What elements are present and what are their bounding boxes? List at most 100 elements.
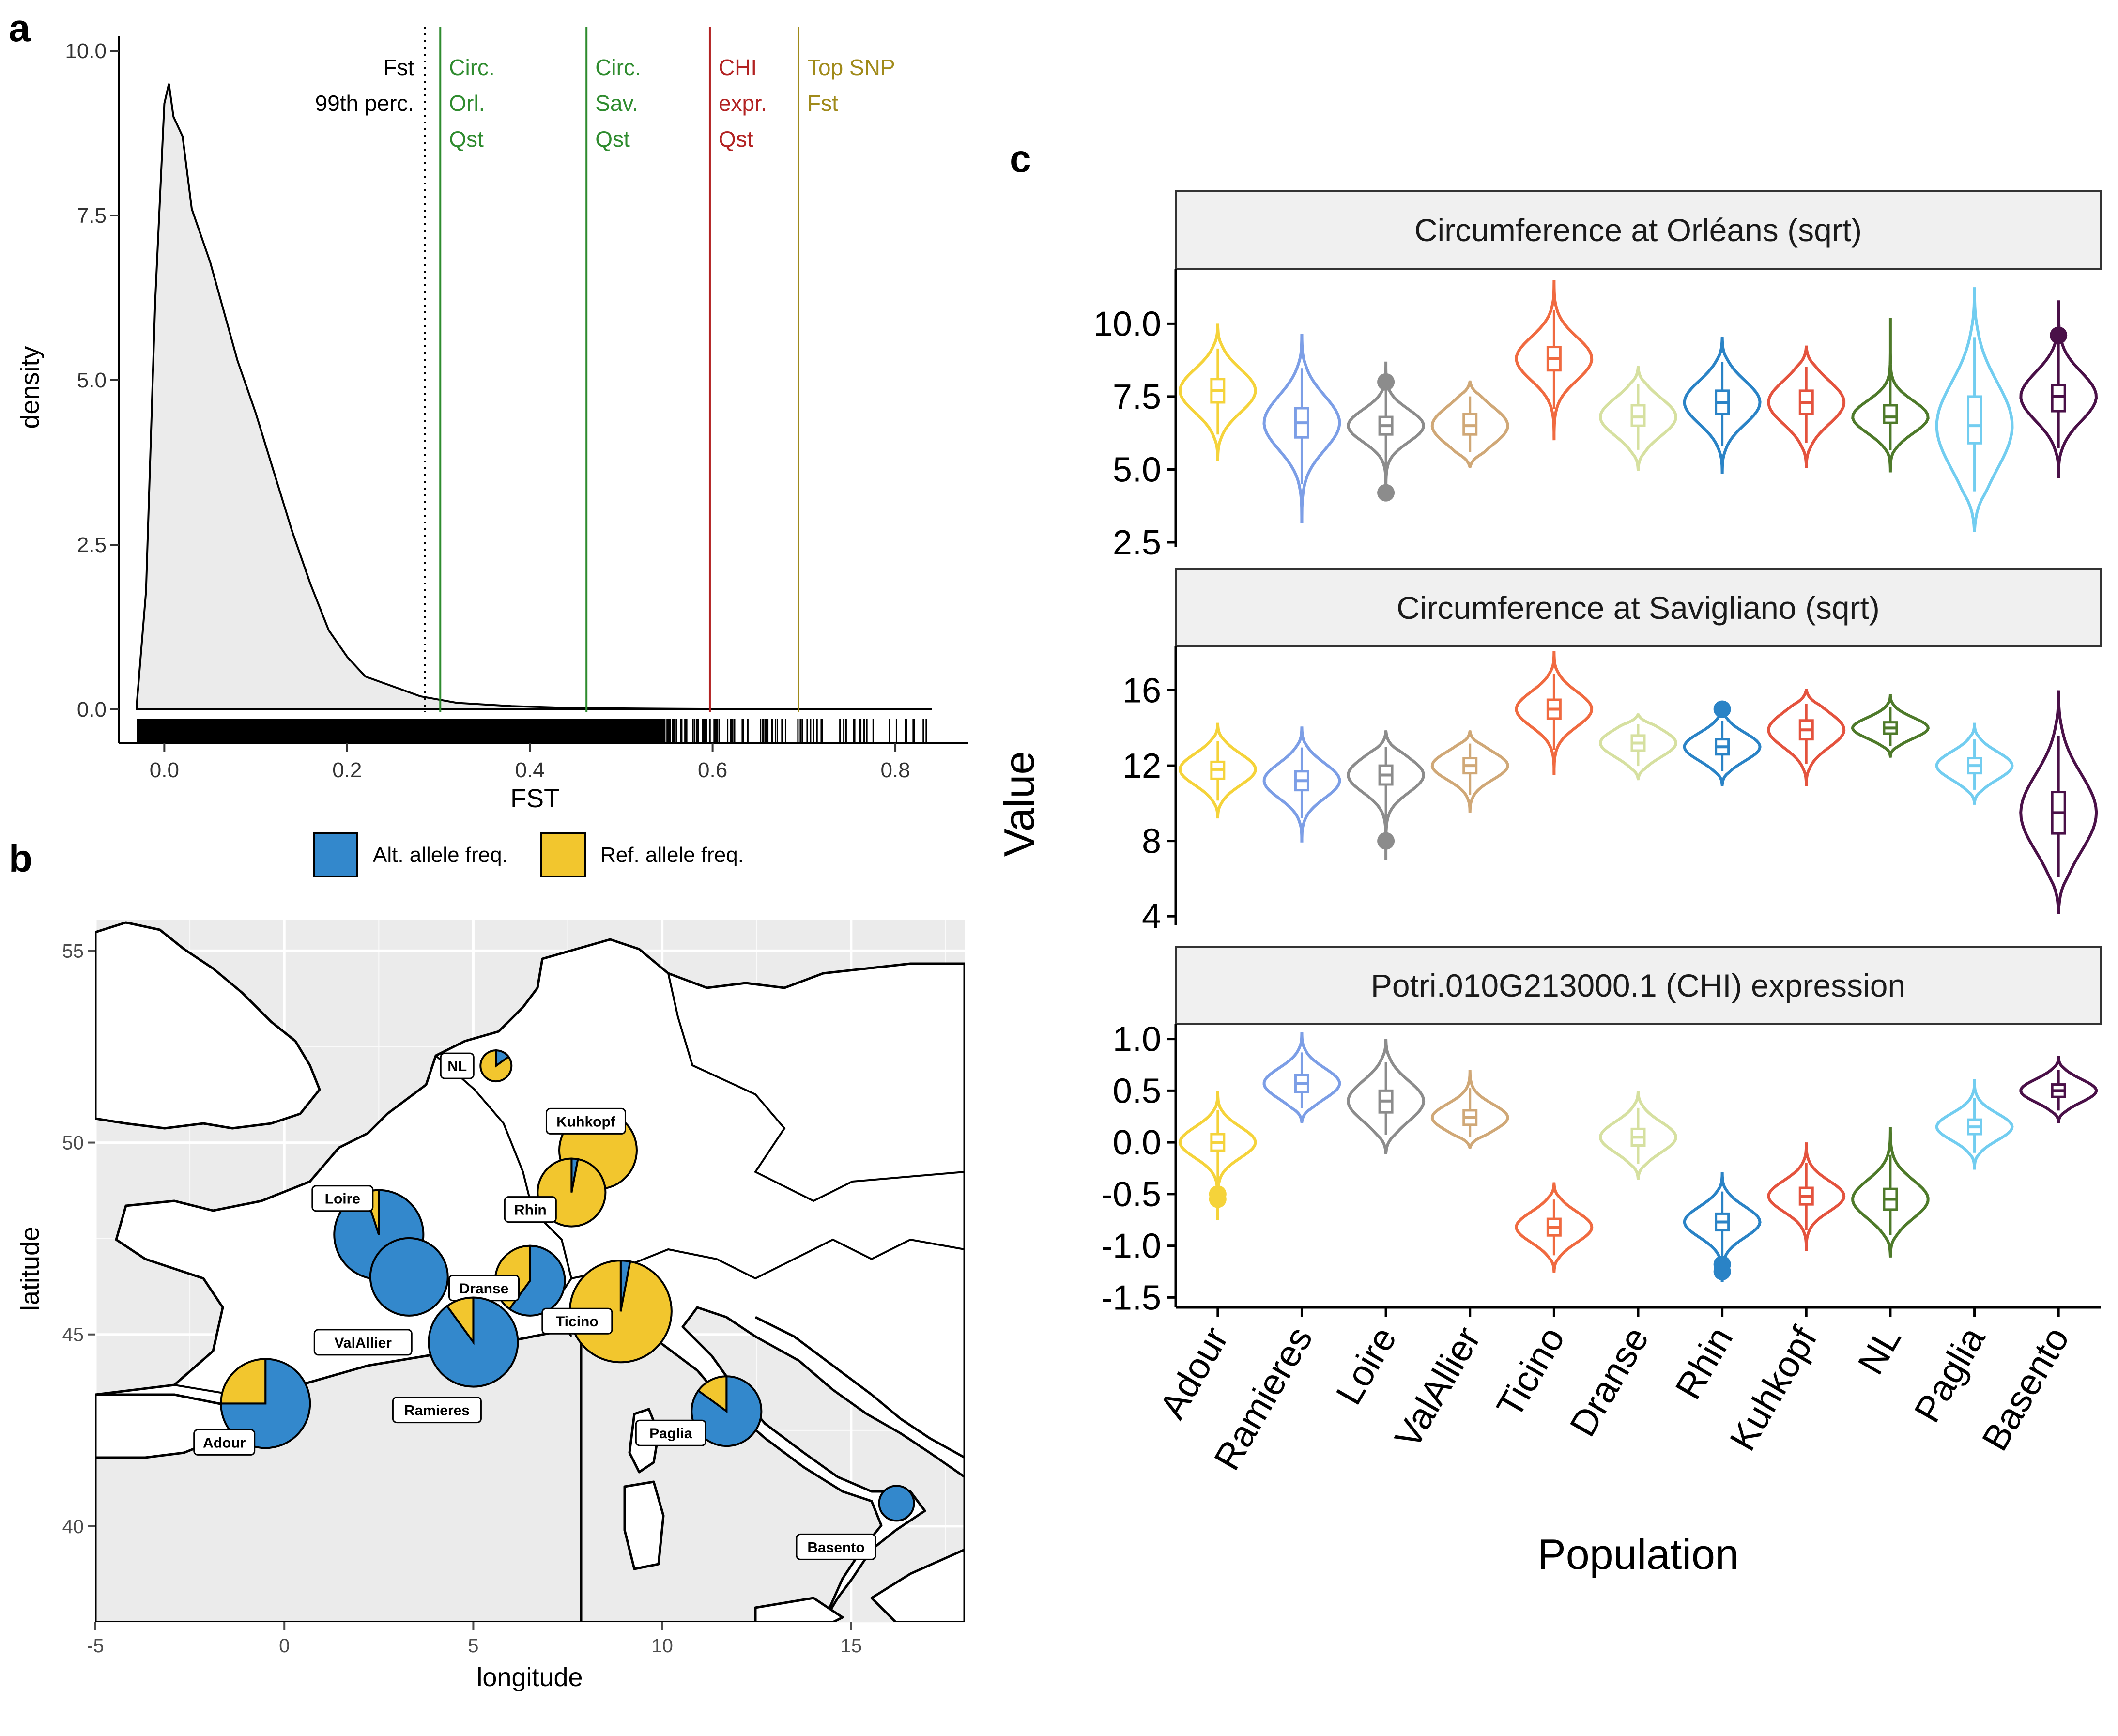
outlier-point — [1377, 484, 1395, 502]
rug-marks — [137, 719, 927, 742]
iqr-box — [1462, 413, 1478, 436]
violin-ticino — [1515, 1182, 1594, 1273]
panel-b-allele-map: b Alt. allele freq. Ref. allele freq. — [9, 832, 965, 1692]
violin-ramieres — [1262, 334, 1341, 523]
outlier-point — [1377, 832, 1395, 850]
violin-dranse — [1599, 713, 1677, 781]
outlier-point — [1713, 1262, 1731, 1280]
iqr-box — [1967, 395, 1982, 445]
site-label: Paglia — [649, 1426, 692, 1442]
facet-2: Circumference at Savigliano (sqrt) 4 8 12 16 — [1122, 568, 2102, 936]
legend-label-alt: Alt. allele freq. — [373, 843, 508, 867]
site-label: Ticino — [556, 1314, 599, 1330]
population-tick-label: Dranse — [1562, 1320, 1657, 1444]
vline-label-circ-orl: Qst — [449, 126, 484, 152]
site-label-box — [635, 1419, 706, 1446]
border-germany-east — [667, 973, 965, 1202]
map-x-axis-title: longitude — [476, 1663, 583, 1692]
outlier-point — [1209, 1190, 1227, 1208]
facet-y-tick-label: 12 — [1122, 747, 1161, 785]
facet-y-tick-label: 8 — [1142, 822, 1161, 861]
violin-paglia — [1935, 722, 2014, 805]
pie-basento: Basento — [796, 1485, 915, 1560]
value-axis-title: Value — [995, 751, 1043, 857]
site-label: Basento — [807, 1539, 864, 1555]
site-label-box — [440, 1052, 475, 1079]
violin-nl — [1851, 318, 1930, 473]
facet-y-tick-label: 5.0 — [1113, 450, 1161, 489]
violin-adour — [1178, 722, 1257, 819]
violin-ticino — [1515, 280, 1594, 441]
population-tick-label: Adour — [1152, 1320, 1237, 1426]
map-x-tick-label: 5 — [468, 1635, 478, 1657]
violin-dranse — [1598, 1091, 1678, 1180]
violin-loire — [1347, 730, 1425, 860]
facet-y-tick-label: -0.5 — [1101, 1175, 1161, 1214]
map-y-tick-label: 40 — [62, 1516, 84, 1537]
map-x-tick-label: 0 — [279, 1635, 290, 1657]
facet-title: Circumference at Orléans (sqrt) — [1414, 212, 1862, 248]
vline-label-chi: Qst — [719, 126, 753, 152]
pie-dranse: Dranse — [448, 1244, 566, 1317]
pie-slice-ref — [697, 1375, 728, 1413]
site-label-box — [504, 1196, 557, 1223]
population-tick-label: NL — [1850, 1320, 1909, 1382]
pie-adour: Adour — [193, 1358, 311, 1456]
facet-y-tick-label: 2.5 — [1113, 523, 1161, 562]
fst-x-tick-label: 0.8 — [880, 758, 910, 782]
violin-paglia — [1935, 287, 2014, 532]
violin-valallier — [1430, 730, 1509, 813]
violin-rhin — [1683, 337, 1762, 474]
fst-x-tick-label: 0.2 — [332, 758, 362, 782]
facet-y-tick-label: 10.0 — [1093, 305, 1161, 343]
violin-valallier — [1430, 1070, 1509, 1149]
pie-valallier: ValAllier — [313, 1237, 449, 1356]
panel-letter-a: a — [9, 6, 31, 49]
land-sardinia — [623, 1480, 665, 1570]
vline-label-circ-sav: Sav. — [595, 91, 638, 116]
outlier-point — [1713, 700, 1731, 718]
vline-label-top-snp: Fst — [807, 91, 838, 116]
vline-label-circ-orl: Circ. — [449, 55, 495, 80]
legend-key-ref — [540, 832, 586, 877]
pie-slice-alt — [428, 1296, 519, 1388]
violin-ticino — [1515, 651, 1594, 775]
legend-label-ref: Ref. allele freq. — [600, 843, 744, 867]
vline-label-fst99: Fst — [383, 55, 414, 80]
vline-label-circ-sav: Qst — [595, 126, 630, 152]
pie-slice-ref — [445, 1296, 475, 1345]
violin-adour — [1178, 1091, 1257, 1220]
site-label-box — [392, 1397, 482, 1424]
pie-ramieres: Ramieres — [392, 1296, 519, 1424]
violin-rhin — [1683, 700, 1762, 786]
site-label-box — [796, 1533, 876, 1560]
violin-loire — [1347, 1039, 1426, 1154]
pie-rhin: Rhin — [504, 1157, 607, 1228]
violin-adour — [1178, 323, 1257, 461]
iqr-box — [1883, 404, 1898, 424]
allele-frequency-pies: NL Kuhkopf Rhin Loire ValAllier Dranse Ticino R… — [193, 1049, 915, 1560]
legend-key-alt — [313, 832, 358, 877]
pie-ticino: Ticino — [541, 1260, 673, 1364]
pie-slice-alt — [878, 1485, 915, 1522]
map-x-tick-label: 15 — [841, 1635, 862, 1657]
map-x-tick-label: -5 — [87, 1635, 104, 1657]
pie-nl: NL — [440, 1049, 513, 1083]
fst-x-tick-label: 0.4 — [515, 758, 545, 782]
site-label: Adour — [203, 1435, 246, 1451]
facet-y-tick-label: 0.5 — [1113, 1072, 1161, 1110]
facet-y-tick-label: 4 — [1142, 897, 1161, 936]
map-legend: Alt. allele freq. Ref. allele freq. — [313, 832, 744, 877]
violin-nl — [1851, 694, 1930, 758]
rug-dense-block — [137, 719, 658, 742]
facet-title: Circumference at Savigliano (sqrt) — [1397, 590, 1880, 626]
facet-y-tick-label: 1.0 — [1113, 1020, 1161, 1059]
site-label: ValAllier — [335, 1335, 392, 1351]
facet-1: Circumference at Orléans (sqrt) 2.5 5.0 7.5… — [1093, 190, 2102, 562]
iqr-box — [2051, 384, 2066, 413]
violin-valallier — [1430, 380, 1509, 468]
facet-y-tick-label: -1.0 — [1101, 1227, 1161, 1266]
fst-axes: 0.0 0.2 0.4 0.6 0.8 0.0 2.5 5.0 7.5 10.0 — [65, 36, 968, 782]
outlier-point — [2050, 326, 2068, 344]
